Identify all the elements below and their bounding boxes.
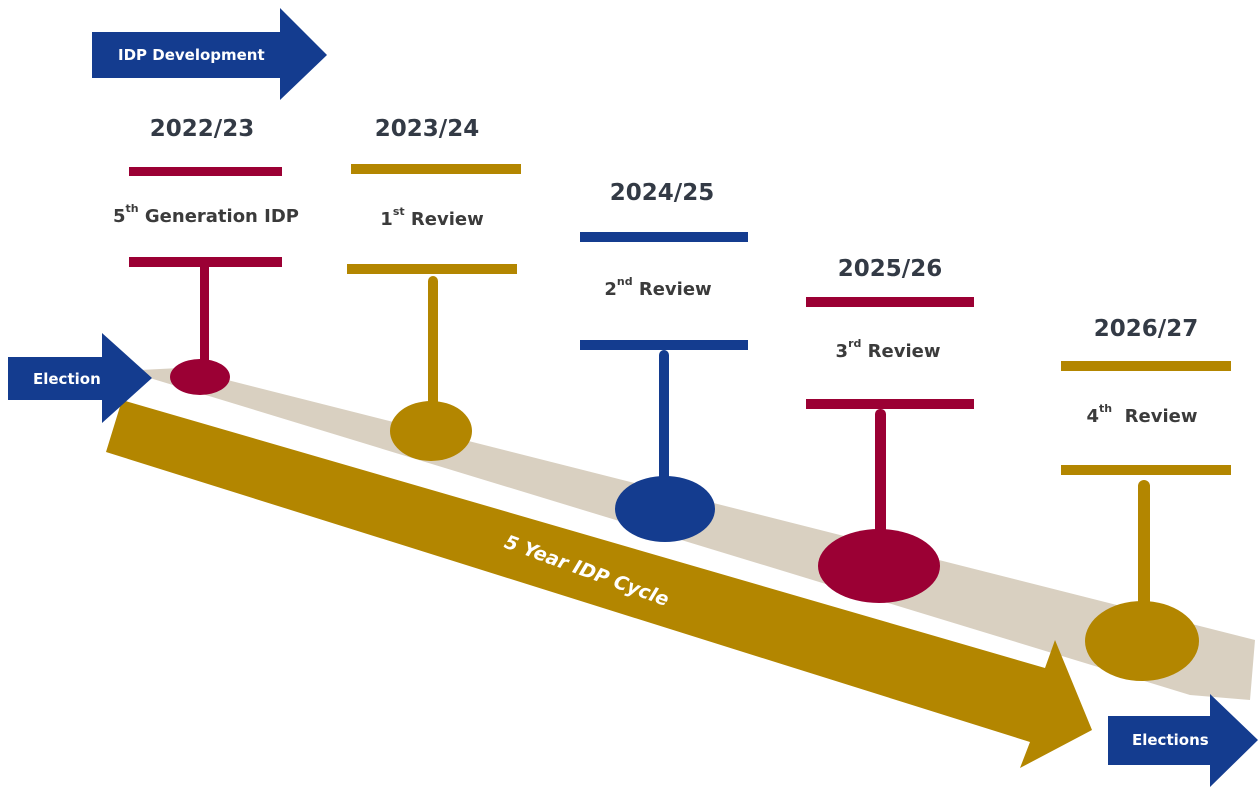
year-2026: 2026/27 — [1093, 316, 1199, 342]
elections-label: Elections — [1132, 731, 1209, 749]
stage-label-2024: 2nd Review — [604, 275, 712, 300]
elections-arrow — [1108, 694, 1258, 787]
cycle-arrow — [106, 400, 1092, 768]
stage-label-2023: 1st Review — [380, 205, 484, 230]
year-2025: 2025/26 — [837, 256, 943, 282]
idp-development-label: IDP Development — [118, 46, 265, 64]
stage-label-2025: 3rd Review — [835, 337, 941, 362]
idp-development-arrow — [92, 8, 327, 100]
stage-2022-marker — [129, 167, 282, 395]
stage-2025-marker — [806, 297, 974, 603]
election-arrow — [8, 333, 152, 423]
stage-2023-marker — [347, 164, 521, 461]
stage-label-2026: 4th Review — [1086, 402, 1198, 427]
year-2022: 2022/23 — [149, 116, 255, 142]
stage-label-2022: 5th Generation IDP — [113, 202, 299, 227]
year-2024: 2024/25 — [609, 180, 715, 206]
election-label: Election — [33, 370, 101, 388]
year-2023: 2023/24 — [374, 116, 480, 142]
stage-2024-marker — [580, 232, 748, 542]
stage-2026-marker — [1061, 361, 1231, 681]
